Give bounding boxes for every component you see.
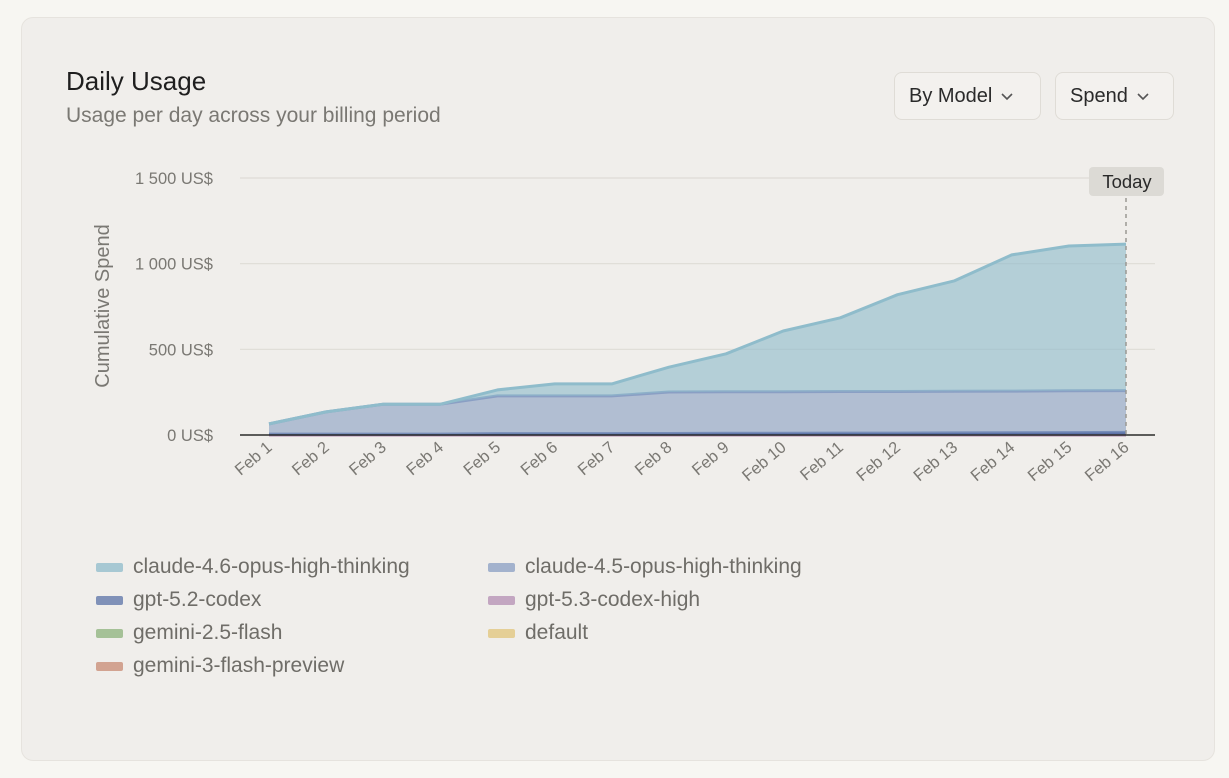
x-tick-label: Feb 8	[632, 438, 676, 479]
legend-swatch	[488, 628, 515, 638]
legend-item-gpt-5.2-codex[interactable]: gpt-5.2-codex	[96, 588, 488, 612]
daily-usage-card: Daily Usage Usage per day across your bi…	[21, 17, 1215, 761]
chart-legend: claude-4.6-opus-high-thinking claude-4.5-…	[96, 555, 848, 678]
legend-swatch	[488, 562, 515, 572]
legend-item-gpt-5.3-codex-high[interactable]: gpt-5.3-codex-high	[488, 588, 848, 612]
today-marker-badge	[1089, 167, 1164, 196]
legend-label: default	[525, 621, 589, 644]
x-tick-label: Feb 1	[232, 438, 276, 479]
legend-label: gpt-5.3-codex-high	[525, 588, 701, 611]
legend-swatch	[96, 562, 123, 572]
x-tick-label: Feb 11	[797, 438, 847, 484]
legend-item-default[interactable]: default	[488, 621, 848, 645]
y-tick-label: 1 000 US$	[135, 256, 213, 274]
legend-item-claude-4.5-opus-high-thinking[interactable]: claude-4.5-opus-high-thinking	[488, 555, 848, 579]
metric-label: Spend	[1070, 84, 1128, 107]
group-by-label: By Model	[909, 84, 993, 107]
today-marker-label: Today	[1102, 171, 1152, 192]
x-tick-label: Feb 5	[460, 438, 504, 479]
x-tick-label: Feb 14	[967, 438, 1018, 485]
legend-swatch	[96, 595, 123, 605]
x-tick-label: Feb 16	[1082, 438, 1133, 485]
chevron-down-icon	[1137, 93, 1149, 101]
card-subtitle: Usage per day across your billing period	[66, 104, 441, 127]
area-claude-4.6-opus-high-thinking	[269, 244, 1126, 424]
legend-label: gemini-2.5-flash	[133, 621, 283, 644]
y-axis-label: Cumulative Spend	[92, 224, 114, 387]
y-tick-label: 500 US$	[149, 341, 213, 359]
card-title: Daily Usage	[66, 66, 207, 96]
legend-item-gemini-3-flash-preview[interactable]: gemini-3-flash-preview	[96, 654, 488, 678]
legend-label: gemini-3-flash-preview	[133, 654, 345, 677]
x-tick-label: Feb 4	[403, 438, 447, 479]
x-tick-label: Feb 13	[910, 438, 961, 485]
legend-item-claude-4.6-opus-high-thinking[interactable]: claude-4.6-opus-high-thinking	[96, 555, 488, 579]
x-tick-label: Feb 7	[574, 438, 618, 479]
x-tick-label: Feb 6	[517, 438, 561, 479]
x-tick-label: Feb 12	[853, 438, 904, 485]
area-claude-4.5-opus-high-thinking	[269, 390, 1126, 435]
legend-swatch	[488, 595, 515, 605]
y-tick-label: 1 500 US$	[135, 170, 213, 188]
legend-label: claude-4.5-opus-high-thinking	[525, 555, 802, 578]
legend-swatch	[96, 661, 123, 671]
metric-dropdown[interactable]: Spend	[1055, 72, 1174, 120]
legend-label: claude-4.6-opus-high-thinking	[133, 555, 410, 578]
chevron-down-icon	[1001, 93, 1013, 101]
y-tick-label: 0 US$	[167, 427, 213, 445]
x-tick-label: Feb 2	[289, 438, 333, 479]
x-tick-label: Feb 9	[689, 438, 733, 479]
group-by-dropdown[interactable]: By Model	[894, 72, 1041, 120]
line-claude-4.6-opus-high-thinking	[268, 242, 1127, 426]
legend-swatch	[96, 628, 123, 638]
cumulative-spend-chart: 0 US$ 500 US$ 1 000 US$ 1 500 US$ Cumulative…	[92, 167, 1164, 485]
legend-label: gpt-5.2-codex	[133, 588, 262, 611]
x-tick-label: Feb 3	[346, 438, 390, 479]
legend-item-gemini-2.5-flash[interactable]: gemini-2.5-flash	[96, 621, 488, 645]
x-tick-label: Feb 15	[1025, 438, 1076, 485]
x-tick-label: Feb 10	[739, 438, 790, 485]
